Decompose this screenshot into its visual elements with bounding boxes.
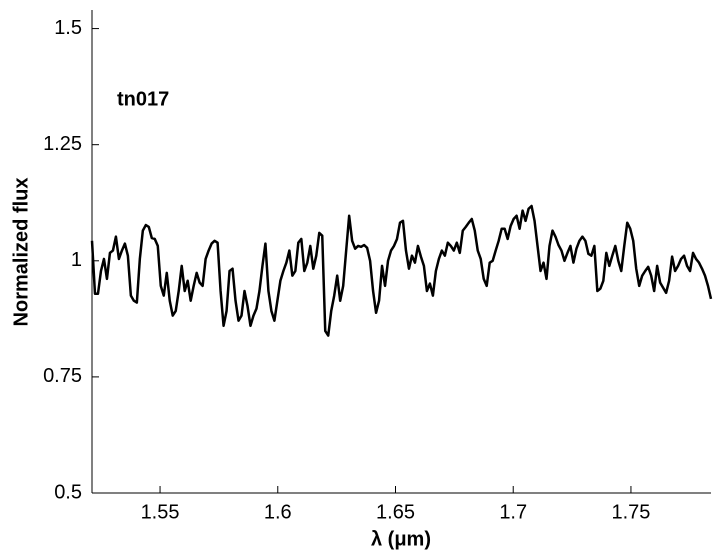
x-tick-label: 1.75	[611, 501, 650, 523]
y-tick-label: 1	[71, 249, 82, 271]
x-tick-label: 1.55	[141, 501, 180, 523]
x-axis-label: λ (μm)	[371, 528, 431, 550]
annotation: tn017	[117, 88, 169, 110]
x-tick-label: 1.7	[499, 501, 527, 523]
data-line	[90, 204, 713, 337]
y-tick-label: 0.75	[43, 365, 82, 387]
y-axis-label: Normalized flux	[10, 178, 32, 327]
y-tick-label: 0.5	[54, 481, 82, 503]
x-tick-label: 1.6	[264, 501, 292, 523]
y-tick-label: 1.25	[43, 133, 82, 155]
x-tick-label: 1.65	[376, 501, 415, 523]
y-tick-label: 1.5	[54, 17, 82, 39]
